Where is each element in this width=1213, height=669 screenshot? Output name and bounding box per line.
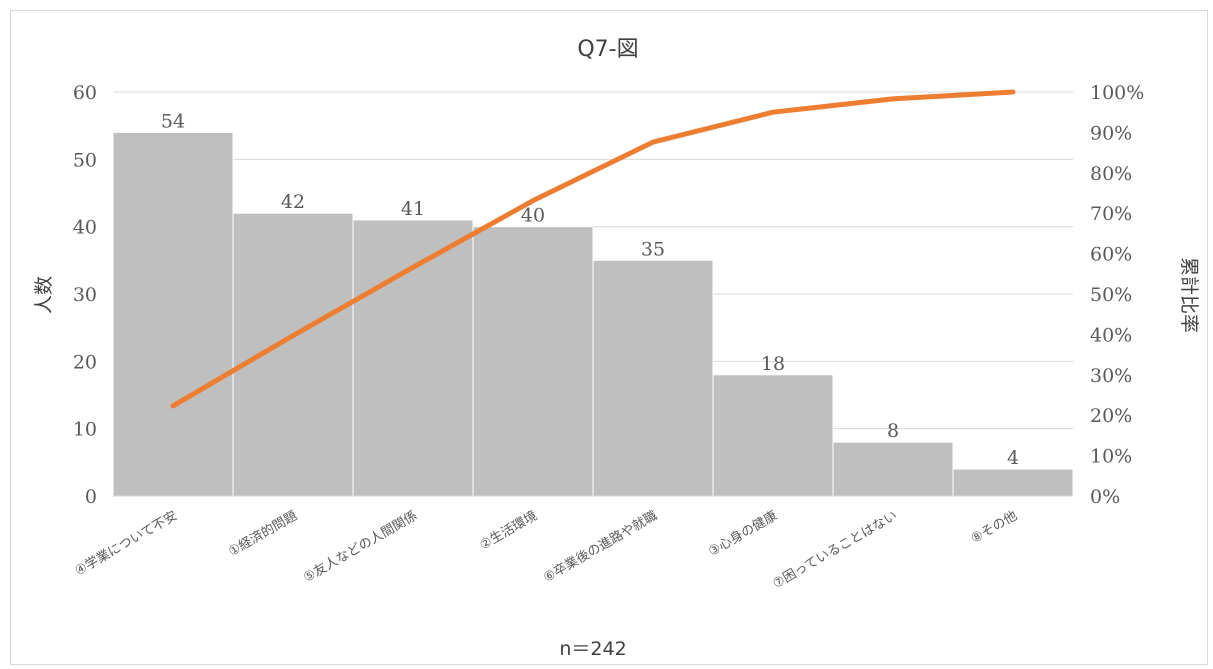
y-axis-ticks: 0 10 20 30 40 50 60 bbox=[73, 82, 97, 508]
x-tick-label: ⑦困っていることはない bbox=[770, 508, 900, 591]
y-axis-label: 人数 bbox=[33, 276, 55, 314]
y2-tick-label: 100% bbox=[1090, 82, 1144, 104]
chart-title: Q7-図 bbox=[577, 37, 638, 62]
x-tick-label: ③心身の健康 bbox=[706, 508, 780, 560]
bar-data-labels: 54 42 41 40 35 18 8 4 bbox=[161, 110, 1019, 469]
bar bbox=[592, 259, 714, 497]
y-tick-label: 0 bbox=[85, 486, 97, 508]
x-axis-ticks: ④学業について不安 ①経済的問題 ⑤友人などの人間関係 ②生活環境 ⑥卒業後の進路や就職… bbox=[72, 508, 1020, 592]
y-tick-label: 40 bbox=[73, 217, 97, 239]
bar bbox=[952, 468, 1074, 497]
bar bbox=[232, 212, 354, 497]
bar-data-label: 54 bbox=[161, 110, 185, 132]
y-tick-label: 20 bbox=[73, 351, 97, 373]
x-tick-label: ⑥卒業後の進路や就職 bbox=[541, 508, 660, 586]
bar-data-label: 8 bbox=[887, 420, 899, 442]
x-tick-label: ①経済的問題 bbox=[226, 508, 300, 560]
bar-data-label: 42 bbox=[281, 191, 305, 213]
y-tick-label: 60 bbox=[73, 82, 97, 104]
bar bbox=[112, 131, 234, 497]
bar-data-label: 35 bbox=[641, 238, 665, 260]
bar bbox=[712, 374, 834, 497]
bar-data-label: 18 bbox=[761, 353, 785, 375]
x-tick-label: ⑤友人などの人間関係 bbox=[301, 508, 420, 586]
cumulative-line-path bbox=[170, 89, 1016, 409]
y2-tick-label: 0% bbox=[1090, 486, 1120, 508]
y2-tick-label: 50% bbox=[1090, 284, 1132, 306]
bars bbox=[112, 131, 1074, 497]
x-tick-label: ④学業について不安 bbox=[72, 508, 180, 579]
y2-axis-ticks: 0% 10% 20% 30% 40% 50% 60% 70% 80% 90% 100% bbox=[1090, 82, 1144, 508]
y2-tick-label: 60% bbox=[1090, 244, 1132, 266]
bar bbox=[352, 219, 474, 497]
x-tick-label: ⑧その他 bbox=[969, 508, 1020, 546]
y2-tick-label: 80% bbox=[1090, 163, 1132, 185]
y2-axis-label: 累計比率 bbox=[1178, 257, 1200, 333]
y-tick-label: 50 bbox=[73, 149, 97, 171]
bar bbox=[832, 441, 954, 497]
y2-tick-label: 10% bbox=[1090, 446, 1132, 468]
x-tick-label: ②生活環境 bbox=[477, 508, 540, 553]
y-tick-label: 30 bbox=[73, 284, 97, 306]
y-tick-label: 10 bbox=[73, 419, 97, 441]
x-axis-label: n＝242 bbox=[559, 638, 626, 660]
y2-tick-label: 40% bbox=[1090, 324, 1132, 346]
bar-data-label: 41 bbox=[401, 198, 425, 220]
y2-tick-label: 70% bbox=[1090, 203, 1132, 225]
bar-data-label: 4 bbox=[1007, 447, 1019, 469]
cumulative-line bbox=[170, 89, 1016, 409]
y2-tick-label: 30% bbox=[1090, 365, 1132, 387]
y2-tick-label: 20% bbox=[1090, 405, 1132, 427]
y2-tick-label: 90% bbox=[1090, 122, 1132, 144]
bar bbox=[472, 226, 594, 497]
bar-data-label: 40 bbox=[521, 205, 545, 227]
